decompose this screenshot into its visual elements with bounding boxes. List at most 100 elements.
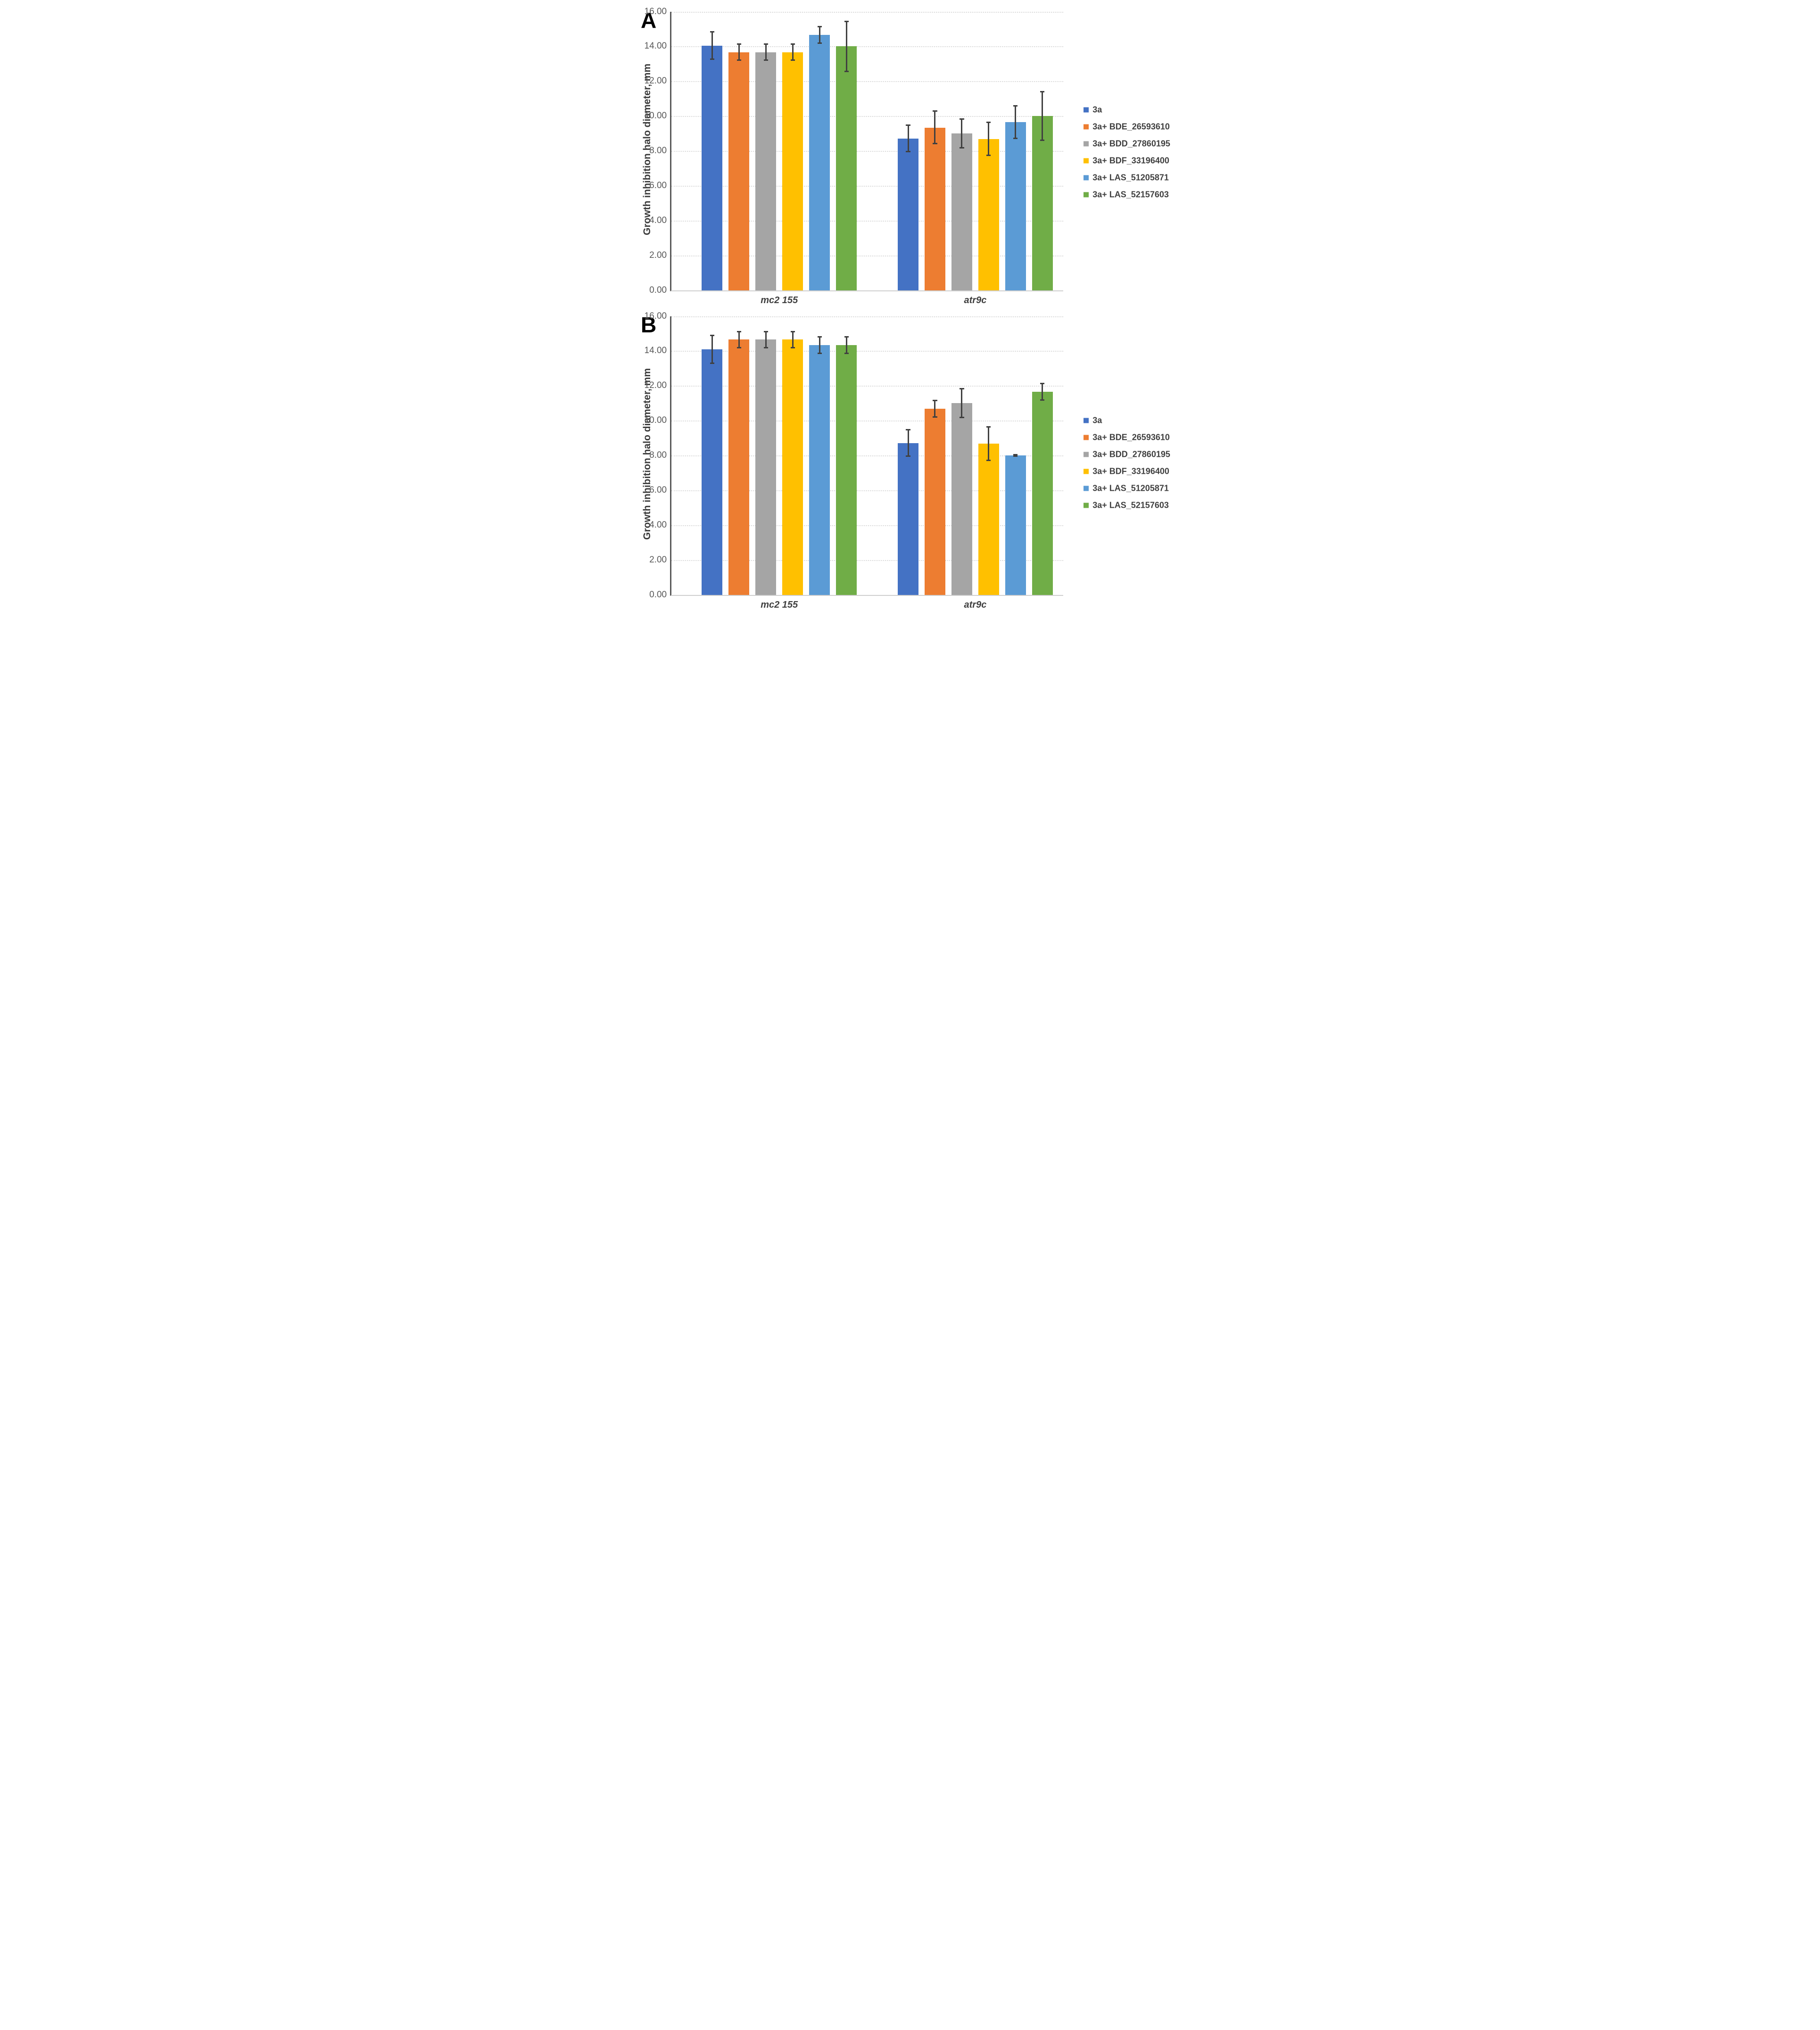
- x-category-label: atr9c: [964, 599, 987, 609]
- error-bar-cap: [960, 118, 964, 120]
- error-bar-cap: [817, 26, 822, 28]
- y-tick-label: 4.00: [649, 215, 667, 225]
- error-bar: [845, 337, 847, 354]
- error-bar: [819, 26, 820, 43]
- legend-item: 3a+ BDE_26593610: [1084, 122, 1170, 132]
- error-bar: [1015, 106, 1017, 139]
- error-bar-cap: [960, 388, 964, 389]
- error-bar: [934, 400, 936, 417]
- y-tick-label: 0.00: [649, 589, 667, 600]
- gridline: [671, 151, 1064, 152]
- error-bar-cap: [1013, 455, 1018, 457]
- gridline: [671, 455, 1064, 457]
- bar: [897, 443, 919, 595]
- legend-swatch: [1084, 503, 1089, 508]
- error-bar-cap: [986, 155, 991, 157]
- error-bar-cap: [1040, 91, 1045, 93]
- error-bar-cap: [1040, 140, 1045, 141]
- error-bar-cap: [763, 330, 768, 332]
- gridline: [671, 316, 1064, 317]
- panel-a-letter: A: [641, 8, 657, 33]
- error-bar-cap: [960, 417, 964, 419]
- bar: [1005, 122, 1026, 290]
- gridline: [671, 386, 1064, 387]
- y-tick-label: 8.00: [649, 450, 667, 461]
- panel-b-letter: B: [641, 313, 657, 337]
- gridline: [671, 490, 1064, 491]
- error-bar: [765, 331, 767, 348]
- legend-item: 3a+ LAS_51205871: [1084, 173, 1170, 183]
- legend-label: 3a+ LAS_51205871: [1092, 173, 1169, 182]
- legend-swatch: [1084, 175, 1089, 181]
- error-bar-cap: [790, 347, 795, 349]
- gridline: [671, 525, 1064, 526]
- bar: [809, 35, 830, 290]
- error-bar-cap: [710, 334, 714, 336]
- error-bar-cap: [986, 426, 991, 428]
- bar: [755, 52, 777, 290]
- error-bar-cap: [710, 31, 714, 33]
- error-bar: [711, 335, 713, 363]
- error-bar-cap: [906, 429, 910, 431]
- error-bar-cap: [710, 363, 714, 364]
- error-bar: [765, 44, 767, 60]
- error-bar-cap: [763, 43, 768, 45]
- error-bar-cap: [736, 347, 741, 349]
- legend-label: 3a+ LAS_52157603: [1092, 190, 1169, 199]
- figure: A Growth inhibition halo diameter, mm 16…: [637, 0, 1183, 609]
- error-bar: [907, 125, 909, 152]
- error-bar: [738, 44, 740, 60]
- legend-item: 3a+ BDD_27860195: [1084, 449, 1170, 459]
- error-bar-cap: [790, 59, 795, 61]
- legend-label: 3a+ BDF_33196400: [1092, 466, 1169, 476]
- x-category-label: mc2 155: [761, 599, 798, 609]
- gridline: [671, 46, 1064, 48]
- y-tick-label: 14.00: [644, 346, 667, 356]
- error-bar: [1015, 454, 1017, 456]
- bar: [1032, 116, 1053, 290]
- error-bar: [961, 119, 963, 148]
- error-bar: [934, 111, 936, 144]
- error-bar: [738, 331, 740, 348]
- legend-label: 3a+ BDF_33196400: [1092, 156, 1169, 165]
- bar: [924, 409, 945, 595]
- error-bar-cap: [736, 59, 741, 61]
- y-tick-label: 16.00: [644, 311, 667, 321]
- y-tick-label: 6.00: [649, 180, 667, 190]
- legend-item: 3a+ BDD_27860195: [1084, 139, 1170, 149]
- legend-label: 3a+ BDD_27860195: [1092, 139, 1170, 149]
- panel-a: A Growth inhibition halo diameter, mm 16…: [637, 0, 1183, 305]
- y-tick-label: 12.00: [644, 380, 667, 391]
- error-bar-cap: [763, 59, 768, 61]
- error-bar: [792, 44, 794, 60]
- y-tick-label: 4.00: [649, 520, 667, 530]
- error-bar-cap: [1013, 137, 1018, 139]
- legend-label: 3a: [1092, 105, 1102, 115]
- error-bar: [845, 21, 847, 72]
- error-bar: [988, 122, 990, 156]
- legend-label: 3a: [1092, 415, 1102, 425]
- error-bar-cap: [960, 147, 964, 149]
- gridline: [671, 351, 1064, 352]
- legend-swatch: [1084, 418, 1089, 423]
- error-bar-cap: [817, 353, 822, 355]
- error-bar: [961, 388, 963, 418]
- error-bar: [819, 337, 820, 354]
- gridline: [671, 220, 1064, 222]
- bar: [951, 133, 972, 290]
- y-tick-label: 2.00: [649, 554, 667, 565]
- plot-area: 16.00 14.00 12.00 10.00 8.00 6.00 4.00 2.00 0.00…: [645, 7, 1064, 305]
- error-bar-cap: [933, 143, 937, 145]
- legend-swatch: [1084, 435, 1089, 440]
- bar: [782, 52, 803, 290]
- bar: [897, 138, 919, 290]
- bar: [924, 127, 945, 290]
- error-bar: [1042, 383, 1043, 400]
- gridline: [671, 11, 1064, 13]
- error-bar-cap: [1013, 454, 1018, 455]
- legend-label: 3a+ BDE_26593610: [1092, 432, 1170, 442]
- error-bar-cap: [933, 399, 937, 401]
- error-bar-cap: [736, 43, 741, 45]
- legend-label: 3a+ BDD_27860195: [1092, 449, 1170, 459]
- y-tick-label: 2.00: [649, 250, 667, 260]
